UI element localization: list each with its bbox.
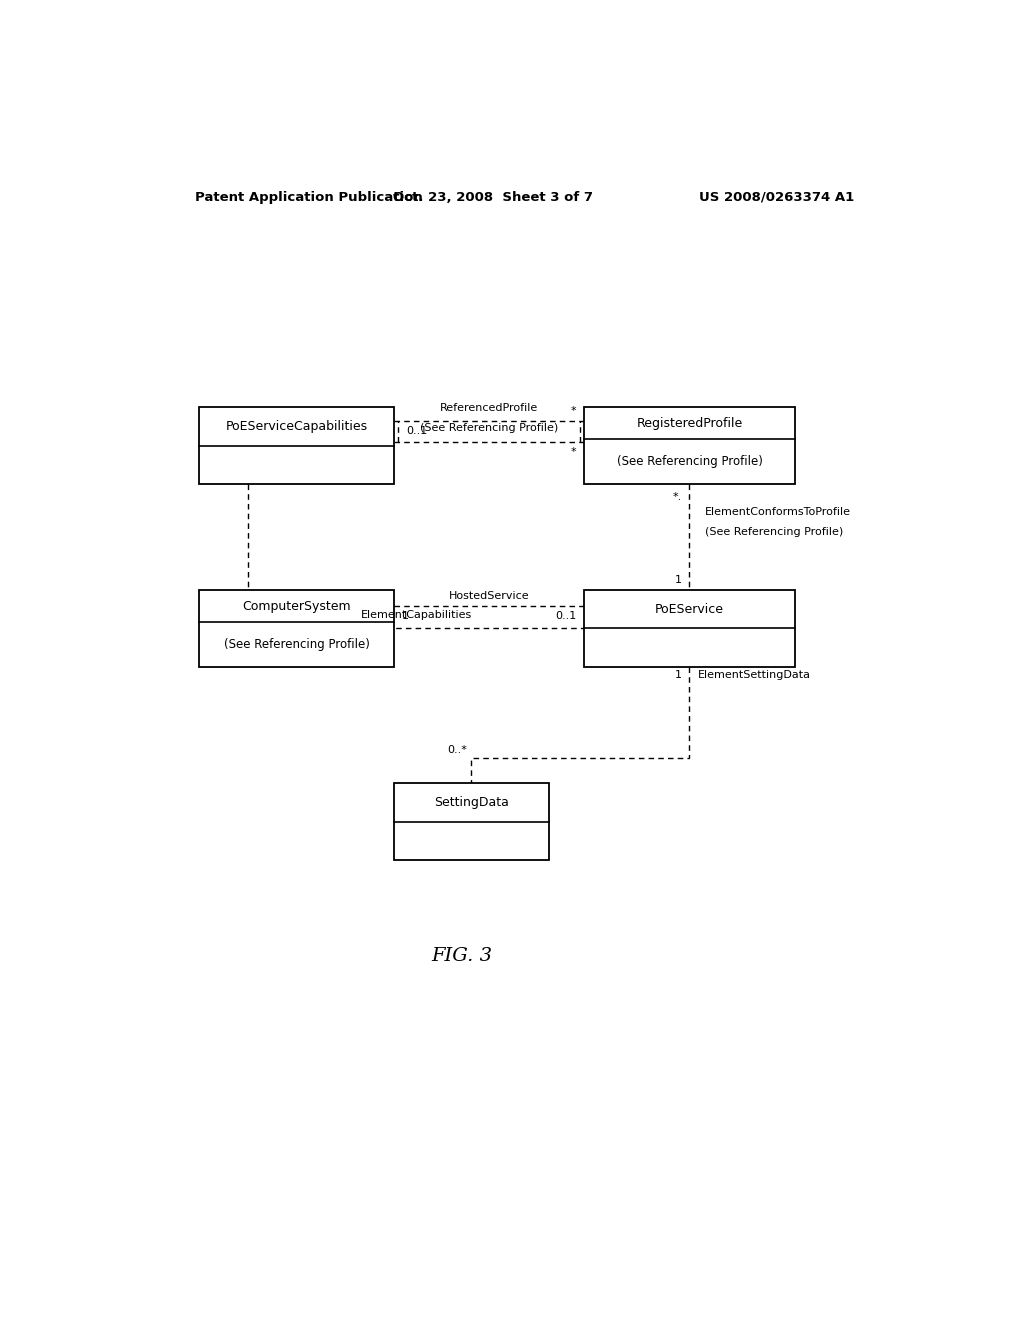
Text: US 2008/0263374 A1: US 2008/0263374 A1 bbox=[699, 190, 854, 203]
Bar bbox=[200, 408, 394, 483]
Text: SettingData: SettingData bbox=[434, 796, 509, 809]
Text: (See Referencing Profile): (See Referencing Profile) bbox=[616, 455, 763, 469]
Bar bbox=[585, 590, 795, 667]
Text: ElementCapabilities: ElementCapabilities bbox=[360, 610, 472, 620]
Text: ElementSettingData: ElementSettingData bbox=[697, 669, 810, 680]
Bar bbox=[394, 784, 549, 859]
Bar bbox=[200, 590, 394, 667]
Bar bbox=[585, 408, 795, 483]
Text: ElementConformsToProfile: ElementConformsToProfile bbox=[706, 507, 851, 516]
Text: 0..1: 0..1 bbox=[406, 426, 427, 436]
Text: Oct. 23, 2008  Sheet 3 of 7: Oct. 23, 2008 Sheet 3 of 7 bbox=[393, 190, 593, 203]
Text: RegisteredProfile: RegisteredProfile bbox=[636, 417, 742, 430]
Text: *.: *. bbox=[673, 492, 682, 502]
Text: 1: 1 bbox=[675, 576, 682, 585]
Text: HostedService: HostedService bbox=[449, 590, 529, 601]
Text: *: * bbox=[570, 407, 577, 416]
Text: (See Referencing Profile): (See Referencing Profile) bbox=[420, 424, 558, 433]
Text: 1: 1 bbox=[401, 611, 409, 620]
Text: Patent Application Publication: Patent Application Publication bbox=[196, 190, 423, 203]
Text: 1: 1 bbox=[675, 669, 682, 680]
Text: FIG. 3: FIG. 3 bbox=[431, 948, 492, 965]
Text: 0..*: 0..* bbox=[447, 744, 467, 755]
Text: PoEService: PoEService bbox=[655, 603, 724, 616]
Text: *: * bbox=[570, 446, 577, 457]
Text: (See Referencing Profile): (See Referencing Profile) bbox=[706, 527, 844, 537]
Text: 0..1: 0..1 bbox=[555, 611, 577, 620]
Text: ComputerSystem: ComputerSystem bbox=[243, 599, 351, 612]
Text: (See Referencing Profile): (See Referencing Profile) bbox=[223, 638, 370, 651]
Text: PoEServiceCapabilities: PoEServiceCapabilities bbox=[225, 420, 368, 433]
Text: ReferencedProfile: ReferencedProfile bbox=[440, 403, 539, 413]
